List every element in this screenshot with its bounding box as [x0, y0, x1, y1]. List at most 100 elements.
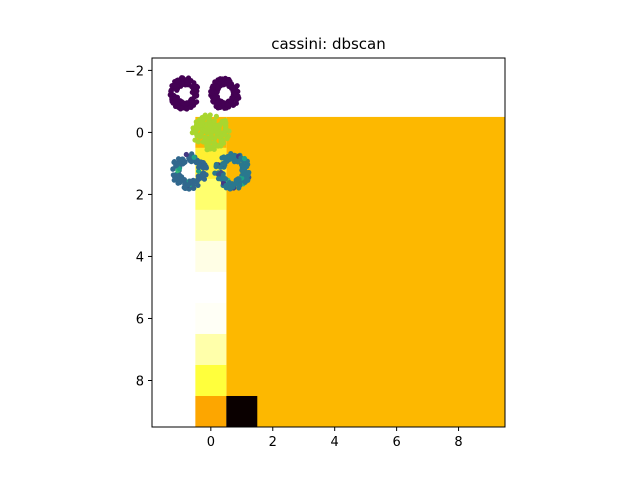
y-tick-label: 8	[136, 374, 144, 389]
scatter-point	[224, 136, 230, 142]
heatmap-cell	[226, 395, 258, 427]
scatter-point	[211, 146, 217, 152]
scatter-point	[190, 185, 197, 191]
heatmap-cell	[195, 209, 227, 241]
scatter-point	[221, 81, 227, 87]
scatter-point	[219, 155, 225, 161]
cluster-4	[212, 150, 252, 192]
scatter-point	[185, 182, 191, 188]
scatter-point	[204, 143, 210, 149]
heatmap-background	[226, 116, 505, 427]
scatter-point	[218, 133, 224, 139]
scatter-point	[232, 91, 238, 97]
scatter-point	[188, 104, 194, 110]
scatter-point	[186, 156, 193, 162]
scatter-point	[230, 85, 236, 91]
scatter-point	[215, 143, 221, 149]
chart-title: cassini: dbscan	[271, 35, 386, 53]
scatter-point	[175, 156, 182, 162]
scatter-point	[210, 83, 216, 89]
heatmap-cell	[195, 302, 227, 334]
scatter-point	[173, 96, 179, 103]
scatter-point	[176, 172, 182, 178]
heatmap-cell	[195, 395, 227, 427]
scatter-point	[189, 89, 195, 95]
x-tick-label: 6	[392, 435, 400, 450]
scatter-point	[223, 182, 229, 189]
x-tick-label: 0	[207, 435, 215, 450]
scatter-point	[213, 113, 219, 119]
scatter-point	[222, 175, 228, 182]
y-tick-label: 4	[136, 250, 144, 265]
scatter-point	[175, 77, 181, 83]
scatter-point	[175, 104, 182, 110]
scatter-point	[207, 112, 213, 118]
scatter-point	[195, 173, 201, 179]
y-tick-label: 6	[136, 312, 144, 327]
scatter-point	[172, 83, 178, 89]
scatter-point	[193, 93, 200, 99]
scatter-point	[226, 179, 233, 186]
scatter-point	[194, 178, 200, 184]
scatter-point	[182, 159, 188, 165]
scatter-point	[246, 169, 252, 176]
scatter-point	[194, 132, 200, 138]
y-axis: −2 0 2 4 6 8	[125, 64, 152, 389]
scatter-point	[213, 161, 219, 168]
scatter-point	[201, 116, 207, 122]
scatter-point	[212, 123, 218, 129]
scatter-point	[195, 182, 201, 189]
scatter-point	[242, 179, 248, 185]
scatter-point	[217, 104, 223, 111]
scatter-point	[193, 123, 200, 129]
scatter-point	[179, 176, 185, 182]
scatter-point	[183, 77, 190, 83]
cluster-3	[170, 151, 210, 192]
scatter-point	[201, 128, 208, 134]
y-tick-label: 0	[136, 126, 144, 141]
cluster-1	[208, 75, 242, 111]
scatter-point	[229, 95, 236, 101]
scatter-point	[196, 168, 202, 174]
scatter-point	[192, 83, 198, 89]
scatter-point	[236, 176, 242, 182]
scatter-point	[215, 99, 222, 105]
scatter-point	[228, 155, 235, 161]
scatter-point	[199, 172, 206, 178]
scatter-point	[208, 132, 214, 138]
scatter-point	[214, 130, 220, 136]
scatter-point	[224, 158, 230, 164]
axes-frame	[151, 57, 506, 428]
scatter-point	[179, 81, 185, 87]
scatter-point	[204, 138, 210, 144]
scatter-point	[233, 97, 240, 103]
scatter-point	[173, 162, 180, 168]
scatter-point	[183, 151, 189, 158]
scatter-point	[217, 164, 224, 170]
scatter-point	[191, 128, 197, 135]
cluster-0	[167, 75, 201, 112]
x-tick-label: 8	[454, 435, 462, 450]
scatter-point	[174, 87, 180, 93]
scatter-point	[202, 134, 208, 140]
x-tick-label: 4	[331, 435, 339, 450]
scatter-point	[217, 76, 223, 82]
scatter-point	[230, 102, 236, 108]
scatter-point	[237, 182, 243, 188]
plot-area	[167, 75, 505, 427]
scatter-point	[240, 171, 246, 177]
scatter-point	[219, 118, 225, 124]
heatmap-cell	[195, 271, 227, 303]
scatter-point	[171, 177, 177, 183]
scatter-point	[184, 106, 190, 112]
y-tick-label: 2	[136, 188, 144, 203]
scatter-point	[168, 88, 174, 94]
scatter-point	[184, 100, 190, 106]
scatter-point	[170, 172, 176, 178]
heatmap-cell	[195, 333, 227, 365]
scatter-point	[212, 94, 218, 101]
scatter-point	[215, 86, 221, 92]
scatter-point	[234, 83, 240, 89]
scatter-point	[203, 164, 209, 170]
